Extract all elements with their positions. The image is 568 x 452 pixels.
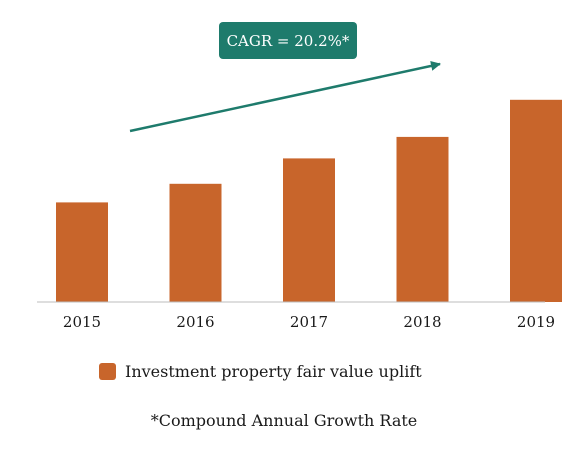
legend: Investment property fair value uplift bbox=[99, 360, 422, 382]
cagr-badge bbox=[219, 22, 357, 59]
cagr-label: CAGR = 20.2%* bbox=[227, 32, 350, 50]
x-tick-label-2015: 2015 bbox=[63, 313, 101, 331]
x-tick-label-2017: 2017 bbox=[290, 313, 328, 331]
legend-label: Investment property fair value uplift bbox=[125, 361, 422, 381]
x-tick-label-2016: 2016 bbox=[176, 313, 214, 331]
x-tick-label-2019: 2019 bbox=[517, 313, 555, 331]
legend-swatch bbox=[99, 362, 116, 380]
bar-2019 bbox=[510, 99, 562, 302]
bar-2017 bbox=[283, 158, 335, 302]
footnote: *Compound Annual Growth Rate bbox=[150, 411, 418, 430]
bar-2015 bbox=[56, 202, 108, 302]
growth-arrow bbox=[129, 61, 441, 133]
bar-2016 bbox=[169, 183, 222, 302]
x-tick-labels: 2015 2016 2017 2018 2019 bbox=[63, 313, 555, 331]
bar-2018 bbox=[396, 136, 449, 302]
x-tick-label-2018: 2018 bbox=[403, 313, 441, 331]
bars-group bbox=[56, 99, 562, 302]
